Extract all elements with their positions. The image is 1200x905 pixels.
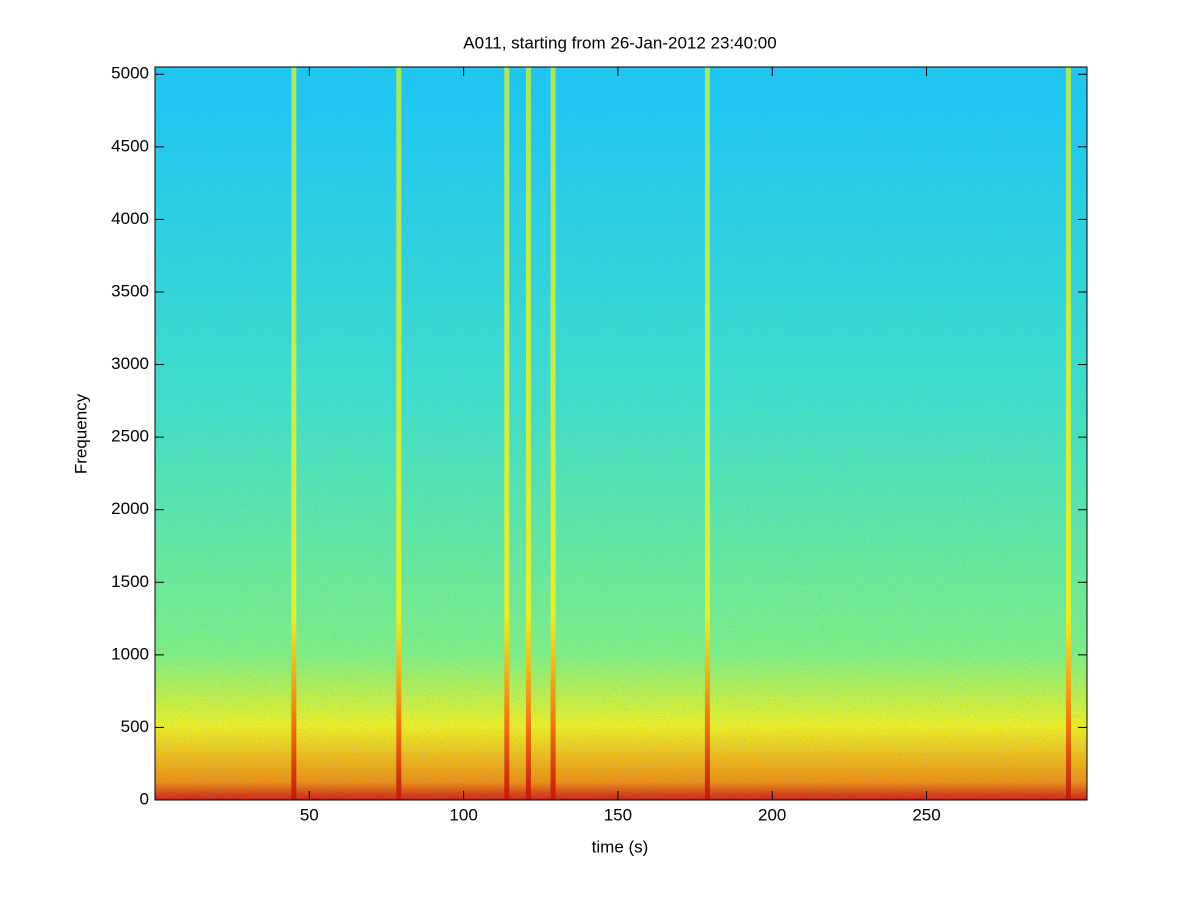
plot-frame [154, 66, 1088, 801]
energy-streak [1065, 67, 1071, 800]
x-tick-label: 200 [758, 805, 786, 824]
plot-area [155, 67, 1087, 800]
y-tick-label: 3000 [111, 354, 149, 373]
y-tick-label: 0 [140, 789, 149, 808]
x-tick-label: 50 [300, 805, 319, 824]
y-tick-label: 2000 [111, 499, 149, 518]
y-tick-label: 1000 [111, 644, 149, 663]
y-tick-label: 3500 [111, 281, 149, 300]
energy-streak [550, 67, 556, 800]
energy-streak [525, 67, 531, 800]
x-tick-label: 150 [604, 805, 632, 824]
x-axis-label: time (s) [592, 837, 649, 856]
y-tick-label: 4000 [111, 209, 149, 228]
x-tick-label: 100 [449, 805, 477, 824]
energy-streak [396, 67, 402, 800]
chart-title: A011, starting from 26-Jan-2012 23:40:00 [463, 33, 776, 52]
y-tick-label: 2500 [111, 427, 149, 446]
y-tick-label: 500 [121, 717, 149, 736]
y-tick-label: 5000 [111, 64, 149, 83]
x-tick-label: 250 [912, 805, 940, 824]
y-tick-label: 1500 [111, 572, 149, 591]
y-tick-label: 4500 [111, 136, 149, 155]
energy-streak [704, 67, 710, 800]
spectrogram-noise [155, 67, 1087, 800]
y-axis-label: Frequency [71, 393, 90, 474]
energy-streak [504, 67, 510, 800]
energy-streak [291, 67, 297, 800]
